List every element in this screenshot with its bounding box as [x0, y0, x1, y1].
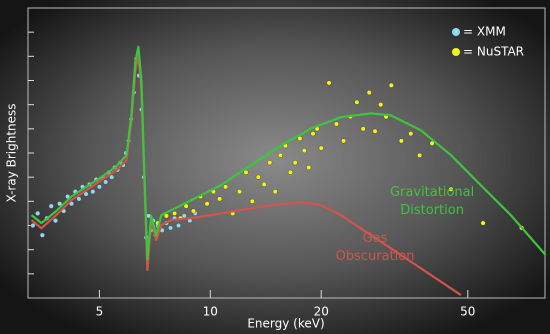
annotation: Obscuration — [336, 249, 415, 264]
data-point — [333, 121, 339, 127]
x-tick-label: 5 — [96, 305, 104, 319]
data-point — [243, 169, 249, 175]
data-point — [448, 186, 454, 192]
data-point — [480, 220, 486, 226]
data-point — [341, 138, 347, 144]
data-point — [292, 160, 298, 166]
data-point — [39, 232, 45, 238]
data-point — [417, 152, 423, 158]
data-point — [354, 99, 360, 105]
data-point — [217, 196, 223, 202]
data-point — [297, 135, 303, 141]
data-point — [326, 80, 332, 86]
data-point — [398, 138, 404, 144]
data-point — [301, 148, 307, 154]
annotation: Distortion — [400, 203, 464, 218]
data-point — [96, 184, 102, 190]
data-point — [310, 131, 316, 137]
x-tick-label: 20 — [314, 305, 329, 319]
legend-marker — [452, 48, 460, 56]
data-point — [388, 82, 394, 88]
annotation: Gas — [363, 231, 388, 246]
annotation: Gravitational — [390, 185, 474, 200]
data-point — [267, 160, 273, 166]
data-point — [318, 145, 324, 151]
data-point — [103, 179, 109, 185]
data-point — [372, 128, 378, 134]
data-point — [236, 189, 242, 195]
legend-label: = XMM — [463, 25, 506, 39]
data-point — [90, 189, 96, 195]
data-point — [277, 152, 283, 158]
data-point — [57, 201, 63, 207]
legend-marker — [452, 28, 460, 36]
data-point — [306, 164, 312, 170]
data-point — [223, 184, 229, 190]
data-point — [83, 191, 89, 197]
data-point — [204, 201, 210, 207]
data-point — [378, 102, 384, 108]
data-point — [190, 208, 196, 214]
data-point — [261, 181, 267, 187]
data-point — [249, 198, 255, 204]
data-point — [272, 189, 278, 195]
data-point — [172, 210, 178, 216]
data-point — [48, 203, 54, 209]
y-axis-label: X-ray Brightness — [5, 103, 19, 202]
data-point — [76, 196, 82, 202]
legend-label: = NuSTAR — [463, 45, 524, 59]
data-point — [176, 222, 182, 228]
data-point — [52, 218, 58, 224]
data-point — [429, 140, 435, 146]
model-curve — [30, 45, 547, 261]
x-tick-label: 10 — [203, 305, 218, 319]
data-point — [287, 169, 293, 175]
data-point — [366, 90, 372, 96]
data-point — [30, 222, 36, 228]
data-point — [109, 174, 115, 180]
data-point — [168, 225, 174, 231]
data-point — [360, 126, 366, 132]
x-tick-label: 50 — [460, 305, 475, 319]
data-point — [408, 131, 414, 137]
data-point — [255, 174, 261, 180]
data-point — [35, 210, 41, 216]
x-axis-label: Energy (keV) — [247, 317, 324, 331]
